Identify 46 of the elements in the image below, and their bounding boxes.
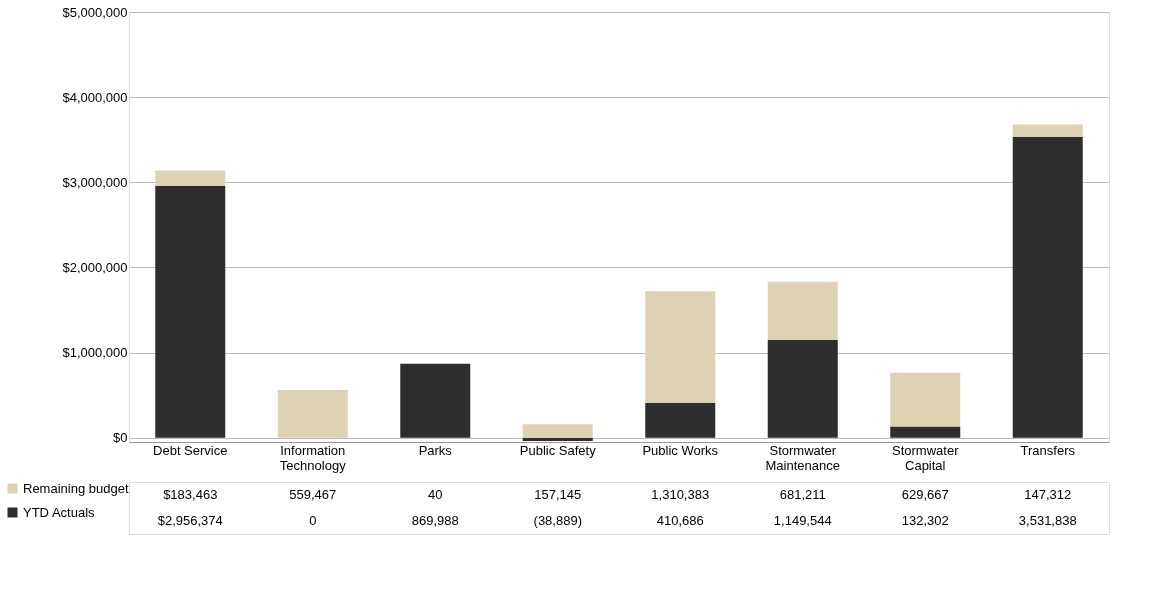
data-label: $2,956,374 (157, 513, 223, 528)
bar (645, 291, 716, 403)
data-label: (38,889) (533, 513, 582, 528)
data-label: $183,463 (163, 487, 218, 502)
y-tick-label: $1,000,000 (62, 345, 128, 361)
bar (277, 390, 348, 438)
bar (522, 424, 593, 438)
x-tick-label: Stormwater Capital (892, 442, 960, 473)
data-label: 147,312 (1024, 487, 1072, 502)
data-label: 869,988 (411, 513, 459, 528)
bar (522, 437, 593, 442)
bar (400, 363, 471, 438)
data-label: 40 (428, 487, 443, 502)
data-label: 629,667 (901, 487, 949, 502)
x-tick-label: Public Safety (519, 442, 597, 458)
data-label: 157,145 (534, 487, 582, 502)
x-tick-label: Information Technology (279, 442, 347, 473)
bar (1012, 137, 1083, 438)
data-label: 1,149,544 (773, 513, 832, 528)
data-label: 1,310,383 (651, 487, 710, 502)
x-tick-label: Public Works (642, 442, 719, 458)
y-tick-label: $5,000,000 (62, 4, 128, 20)
y-tick-label: $3,000,000 (62, 174, 128, 190)
y-tick-label: $0 (113, 430, 128, 446)
bar (890, 426, 961, 438)
bar (1012, 124, 1083, 138)
data-label: 559,467 (289, 487, 337, 502)
data-label: 132,302 (901, 513, 949, 528)
data-label: 410,686 (656, 513, 704, 528)
x-tick-label: Debt Service (153, 442, 228, 458)
y-tick-label: $2,000,000 (62, 259, 128, 275)
legend-label: YTD Actuals (23, 504, 96, 520)
bar (645, 402, 716, 438)
bar (890, 372, 961, 427)
data-label: 681,211 (779, 487, 826, 502)
x-tick-label: Parks (418, 442, 453, 458)
y-tick-label: $4,000,000 (62, 89, 128, 105)
data-label: 0 (309, 513, 317, 528)
x-tick-label: Stormwater Maintenance (765, 442, 840, 473)
bar (767, 281, 838, 340)
bar (155, 186, 226, 438)
x-tick-label: Transfers (1020, 442, 1076, 458)
bar (155, 170, 226, 187)
data-label: 3,531,838 (1018, 513, 1077, 528)
bar (767, 339, 838, 438)
legend-label: Remaining budget (23, 480, 129, 496)
